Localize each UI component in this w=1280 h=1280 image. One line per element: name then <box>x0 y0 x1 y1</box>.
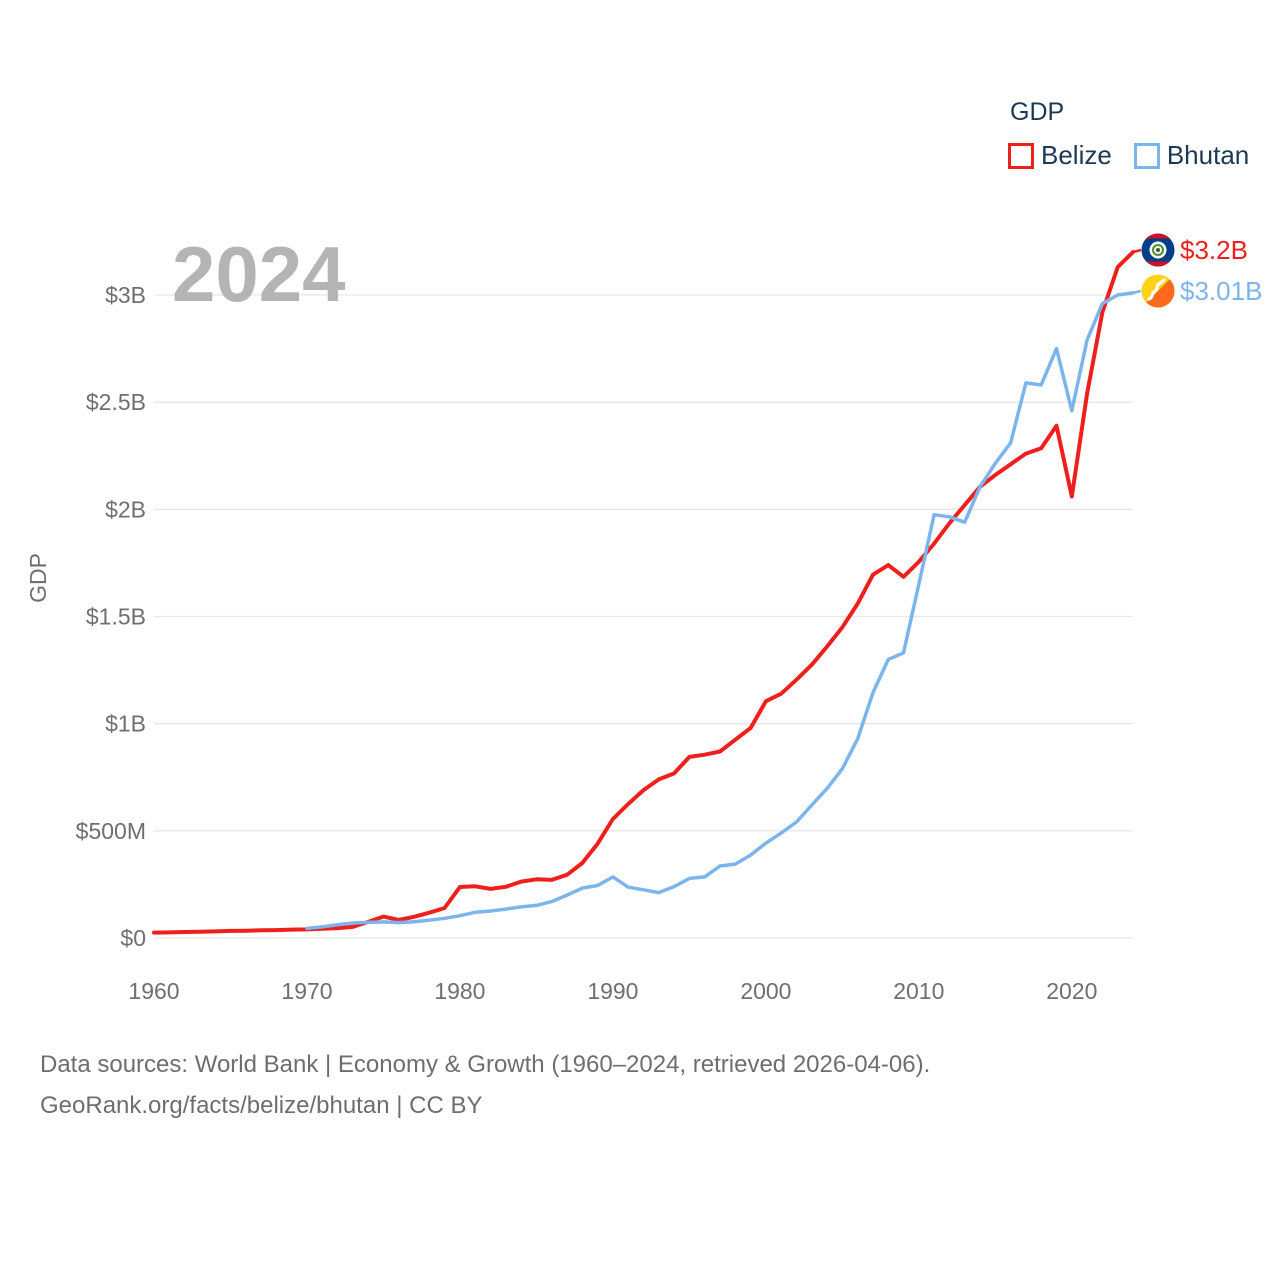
bhutan-endpoint-connector <box>1132 289 1142 295</box>
attribution-footer: Data sources: World Bank | Economy & Gro… <box>40 1044 930 1126</box>
y-axis-title: GDP <box>25 553 51 603</box>
bhutan-end-value-label: $3.01B <box>1180 276 1262 306</box>
x-tick-label: 2000 <box>740 978 791 1004</box>
data-sources-line: Data sources: World Bank | Economy & Gro… <box>40 1051 931 1078</box>
y-tick-label: $1B <box>105 711 146 737</box>
x-tick-label: 1990 <box>587 978 638 1004</box>
bhutan-series-swatch-icon <box>1133 142 1160 169</box>
gdp-line-chart: $0 $500M $1B $1.5B $2B $2.5B $3B 2024 1960 1970 19… <box>25 230 1262 1004</box>
x-tick-label: 2010 <box>893 978 944 1004</box>
bhutan-flag-icon <box>1141 274 1175 308</box>
legend-label-bhutan: Bhutan <box>1166 140 1250 170</box>
legend-item-belize[interactable]: Belize <box>1008 140 1112 171</box>
x-tick-label: 2020 <box>1046 978 1097 1004</box>
chart-legend: GDP Belize Bhutan <box>1008 98 1249 171</box>
y-tick-label: $3B <box>105 282 146 308</box>
georank-url-line: GeoRank.org/facts/belize/bhutan | CC BY <box>40 1092 483 1119</box>
belize-series-swatch-icon <box>1008 142 1034 169</box>
watermark-year: 2024 <box>172 230 346 318</box>
belize-endpoint-connector <box>1132 248 1142 254</box>
y-tick-label: $500M <box>76 818 146 844</box>
legend-label-belize: Belize <box>1041 140 1112 170</box>
legend-item-bhutan[interactable]: Bhutan <box>1133 140 1250 171</box>
x-tick-label: 1960 <box>128 978 179 1004</box>
belize-end-value-label: $3.2B <box>1180 235 1248 265</box>
y-tick-label: $0 <box>120 925 146 951</box>
bhutan-series-line <box>305 291 1135 931</box>
x-tick-label: 1970 <box>281 978 332 1004</box>
legend-title: GDP <box>1010 98 1065 126</box>
x-tick-label: 1980 <box>434 978 485 1004</box>
belize-flag-icon <box>1141 233 1175 267</box>
y-tick-label: $2B <box>105 496 146 522</box>
y-tick-label: $1.5B <box>86 604 146 630</box>
legend-items-row: Belize Bhutan <box>1008 140 1249 171</box>
y-tick-label: $2.5B <box>86 389 146 415</box>
